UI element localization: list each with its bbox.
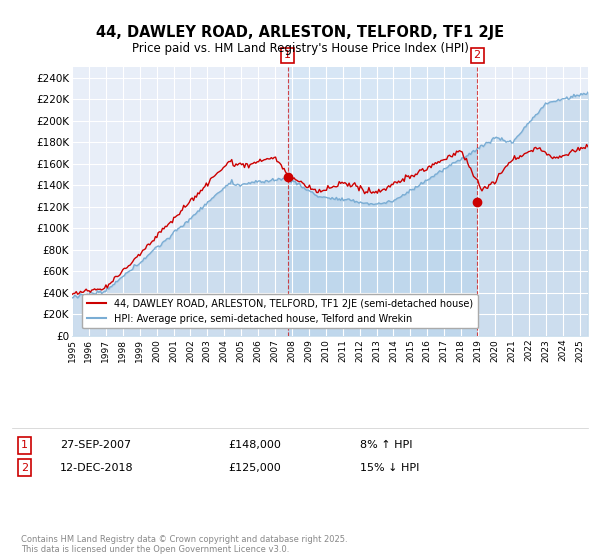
Text: Contains HM Land Registry data © Crown copyright and database right 2025.
This d: Contains HM Land Registry data © Crown c…	[21, 535, 347, 554]
Text: 12-DEC-2018: 12-DEC-2018	[60, 463, 134, 473]
Bar	[287, 67, 477, 336]
Text: 27-SEP-2007: 27-SEP-2007	[60, 440, 131, 450]
Text: 2: 2	[473, 50, 481, 60]
Text: Price paid vs. HM Land Registry's House Price Index (HPI): Price paid vs. HM Land Registry's House …	[131, 42, 469, 55]
Text: 1: 1	[284, 50, 291, 60]
Text: £125,000: £125,000	[228, 463, 281, 473]
Text: 2: 2	[21, 463, 28, 473]
Text: 1: 1	[21, 440, 28, 450]
Text: 44, DAWLEY ROAD, ARLESTON, TELFORD, TF1 2JE: 44, DAWLEY ROAD, ARLESTON, TELFORD, TF1 …	[96, 25, 504, 40]
Legend: 44, DAWLEY ROAD, ARLESTON, TELFORD, TF1 2JE (semi-detached house), HPI: Average : 44, DAWLEY ROAD, ARLESTON, TELFORD, TF1 …	[82, 294, 478, 329]
Text: 15% ↓ HPI: 15% ↓ HPI	[360, 463, 419, 473]
Text: £148,000: £148,000	[228, 440, 281, 450]
Text: 8% ↑ HPI: 8% ↑ HPI	[360, 440, 413, 450]
